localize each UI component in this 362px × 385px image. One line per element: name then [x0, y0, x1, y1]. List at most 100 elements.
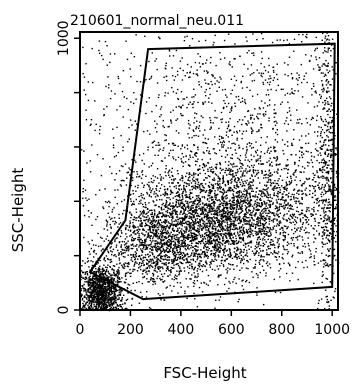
data-point — [254, 245, 257, 247]
data-point — [328, 216, 331, 218]
data-point — [94, 294, 96, 296]
data-point — [180, 210, 182, 212]
data-point — [145, 231, 147, 233]
data-point — [88, 281, 90, 283]
data-point — [186, 216, 188, 218]
data-point — [139, 210, 142, 213]
data-point — [107, 251, 110, 254]
data-point — [117, 305, 120, 307]
data-point — [121, 240, 123, 243]
data-point — [272, 203, 274, 205]
data-point — [145, 222, 147, 224]
data-point — [181, 242, 183, 244]
data-point — [97, 290, 100, 292]
data-point — [222, 233, 224, 235]
data-point — [249, 181, 251, 183]
data-point — [282, 187, 284, 189]
data-point — [213, 213, 216, 216]
data-point — [142, 233, 144, 236]
data-point — [161, 244, 164, 246]
data-point — [232, 173, 234, 175]
data-point — [275, 163, 278, 165]
data-point — [282, 232, 284, 234]
data-point — [199, 225, 201, 227]
data-point — [231, 170, 234, 172]
data-point — [126, 236, 128, 238]
data-point — [152, 215, 155, 217]
data-point — [173, 253, 175, 255]
data-point — [244, 246, 247, 248]
data-point — [97, 288, 99, 290]
data-point — [112, 220, 114, 223]
data-point — [210, 210, 212, 213]
data-point — [138, 263, 140, 266]
data-point — [172, 240, 175, 242]
data-point — [210, 220, 212, 222]
data-point — [172, 217, 174, 220]
data-point — [250, 214, 252, 216]
data-point — [213, 244, 216, 246]
data-point — [218, 255, 220, 257]
data-point — [255, 246, 258, 249]
data-point — [267, 254, 269, 256]
data-point — [242, 175, 244, 177]
data-point — [233, 207, 235, 209]
data-point — [118, 241, 120, 244]
data-point — [199, 218, 201, 221]
data-point — [309, 250, 312, 252]
data-point — [284, 200, 286, 202]
data-point — [334, 189, 336, 191]
data-point — [129, 211, 131, 213]
data-point — [162, 232, 165, 235]
data-point — [176, 214, 179, 216]
data-point — [174, 234, 176, 236]
data-point — [226, 258, 228, 260]
data-point — [325, 191, 327, 193]
data-point — [182, 202, 184, 205]
data-point — [283, 204, 285, 207]
data-point — [267, 246, 269, 248]
data-point — [121, 266, 124, 268]
data-point — [216, 218, 218, 220]
data-point — [179, 179, 181, 181]
data-point — [179, 253, 182, 255]
data-point — [157, 261, 159, 263]
data-point — [250, 241, 253, 244]
data-point — [168, 256, 171, 259]
data-point — [171, 167, 173, 170]
data-point — [133, 238, 135, 240]
data-point — [86, 301, 89, 303]
data-point — [223, 283, 226, 286]
data-point — [184, 205, 186, 207]
data-point — [190, 265, 193, 267]
data-point — [142, 194, 144, 196]
data-point — [160, 208, 163, 210]
data-point — [175, 263, 177, 266]
data-point — [200, 209, 202, 211]
data-point — [188, 158, 190, 161]
data-point — [116, 298, 118, 301]
data-point — [276, 192, 279, 194]
data-point — [130, 213, 132, 215]
data-point — [194, 199, 196, 201]
data-point — [253, 223, 255, 225]
data-point — [102, 302, 104, 304]
data-point — [110, 243, 113, 245]
data-point — [226, 189, 229, 192]
data-point — [214, 166, 217, 169]
data-point — [277, 209, 279, 212]
data-point — [221, 137, 223, 139]
data-point — [90, 247, 92, 250]
data-point — [216, 250, 218, 252]
data-point — [184, 194, 186, 197]
data-point — [199, 253, 201, 256]
data-point — [110, 258, 112, 261]
data-point — [233, 228, 235, 231]
data-point — [225, 258, 227, 260]
data-point — [259, 197, 262, 200]
data-point — [218, 244, 221, 246]
data-point — [260, 212, 262, 215]
data-point — [85, 303, 87, 305]
data-point — [250, 216, 253, 219]
data-point — [322, 193, 325, 196]
